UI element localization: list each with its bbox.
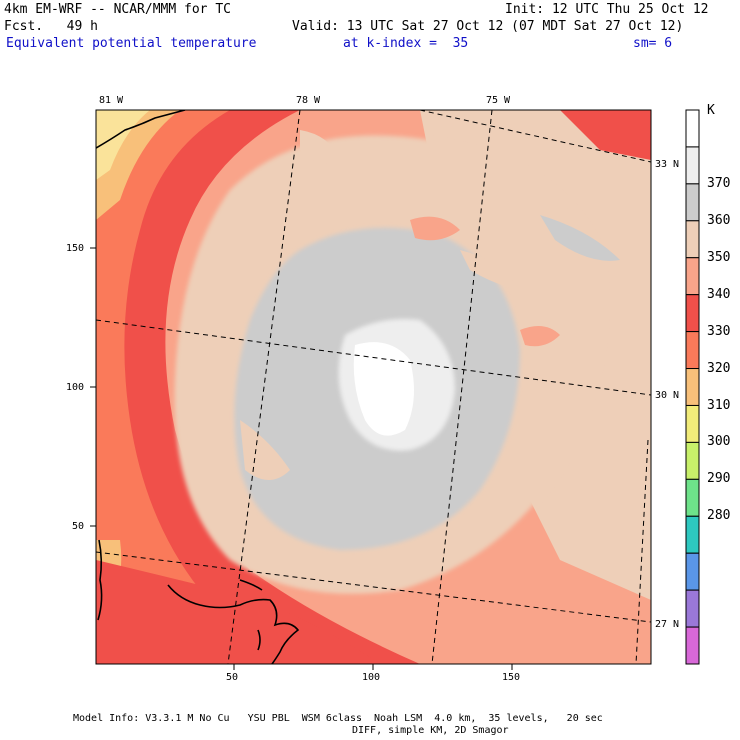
colorbar-swatch: [685, 331, 700, 370]
colorbar-swatch: [685, 626, 700, 665]
x-tick-label: 150: [502, 672, 521, 683]
y-tick-label: 150: [66, 243, 85, 254]
colorbar-level-label: 360: [707, 212, 731, 228]
lon-label: 81 W: [99, 95, 124, 106]
valid-time: Valid: 13 UTC Sat 27 Oct 12 (07 MDT Sat …: [292, 19, 684, 34]
y-tick-label: 100: [66, 382, 85, 393]
colorbar-level-label: 370: [707, 175, 731, 191]
colorbar-swatch: [685, 368, 700, 406]
colorbar-level-label: 350: [707, 249, 731, 265]
lat-label: 30 N: [655, 390, 680, 401]
colorbar-level-label: 300: [707, 434, 731, 450]
x-tick-label: 100: [362, 672, 381, 683]
colorbar-level-label: 280: [707, 508, 731, 524]
colorbar-level-label: 290: [707, 471, 731, 487]
colorbar-swatch: [685, 404, 700, 443]
colorbar-swatch: [685, 294, 700, 333]
model-info-physics: DIFF, simple KM, 2D Smagor: [352, 725, 509, 736]
lon-label: 78 W: [296, 95, 321, 106]
colorbar-swatch: [685, 478, 700, 517]
colorbar-unit: K: [707, 103, 715, 118]
model-title: 4km EM-WRF -- NCAR/MMM for TC: [4, 2, 231, 17]
colorbar-swatch: [685, 589, 700, 628]
model-info: Model Info: V3.3.1 M No Cu YSU PBL WSM 6…: [73, 713, 603, 724]
y-tick-label: 50: [72, 521, 85, 532]
forecast-hour: Fcst. 49 h: [4, 19, 98, 34]
colorbar: [685, 109, 700, 665]
theta-e-field: [96, 110, 651, 664]
colorbar-swatch: [685, 220, 700, 259]
colorbar-level-label: 320: [707, 360, 731, 376]
tick-marks: [90, 247, 513, 670]
lat-lon-grid: [96, 110, 651, 664]
colorbar-swatch: [685, 109, 700, 148]
colorbar-level-label: 310: [707, 397, 731, 413]
colorbar-swatch: [685, 257, 700, 296]
colorbar-swatch: [685, 183, 700, 222]
init-time: Init: 12 UTC Thu 25 Oct 12: [505, 2, 709, 17]
colorbar-swatch: [685, 441, 700, 480]
lat-label: 27 N: [655, 619, 680, 630]
coastline: [96, 110, 300, 664]
colorbar-level-label: 340: [707, 286, 731, 302]
colorbar-swatch: [685, 552, 700, 591]
k-index: at k-index = 35: [343, 36, 469, 51]
field-name: Equivalent potential temperature: [6, 36, 257, 51]
colorbar-level-label: 330: [707, 323, 731, 339]
lat-label: 33 N: [655, 159, 680, 170]
smoothing: sm= 6: [633, 36, 673, 51]
lon-label: 75 W: [486, 95, 511, 106]
colorbar-swatch: [685, 146, 700, 185]
colorbar-swatch: [685, 515, 700, 554]
x-tick-label: 50: [226, 672, 239, 683]
